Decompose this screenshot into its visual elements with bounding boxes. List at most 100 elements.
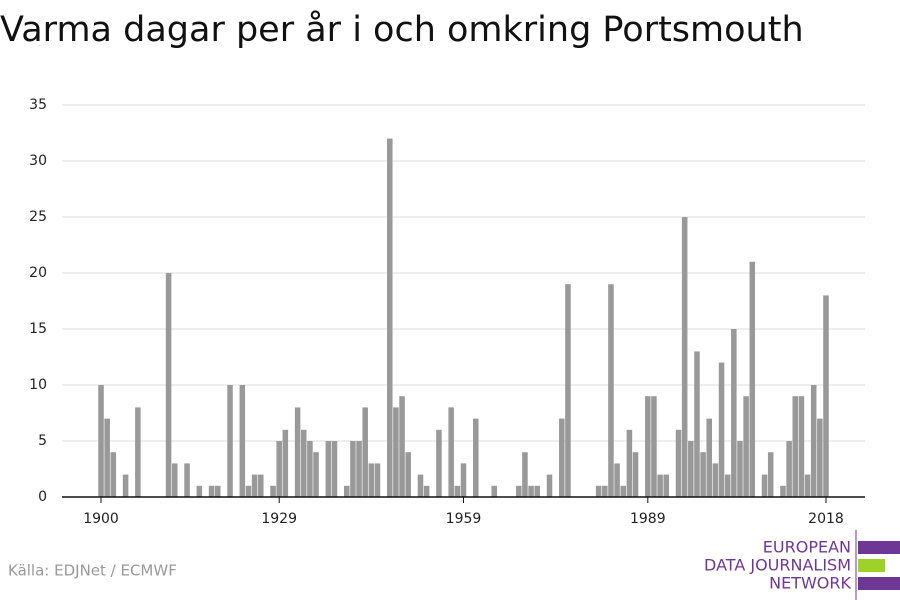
bar (196, 485, 203, 497)
bar (362, 407, 368, 497)
bar (122, 474, 129, 497)
chart-title: Varma dagar per år i och omkring Portsmo… (0, 9, 804, 50)
x-tick-label: 1989 (630, 511, 666, 527)
x-tick-label: 2018 (808, 511, 844, 527)
logo-bar (858, 577, 900, 590)
bar (657, 474, 663, 497)
bar (780, 485, 786, 497)
y-tick-label: 25 (29, 209, 47, 225)
bar (417, 474, 424, 497)
bar (767, 452, 774, 497)
x-tick-label: 1929 (261, 511, 297, 527)
bar (823, 295, 829, 497)
bar (300, 429, 307, 497)
bar (110, 452, 117, 497)
bar (276, 441, 282, 497)
x-tick-label: 1900 (83, 511, 119, 527)
source: Källa: EDJNet / ECMWF (8, 562, 177, 580)
bar (171, 463, 178, 497)
bar (804, 474, 811, 497)
bar (257, 474, 264, 497)
bar (688, 441, 694, 497)
bar (565, 284, 571, 497)
bar (282, 429, 289, 497)
bar (620, 485, 627, 497)
bar (792, 396, 799, 497)
bar (712, 463, 719, 497)
bar (165, 273, 172, 497)
bar (405, 452, 411, 497)
bar (559, 418, 565, 497)
y-tick-label: 0 (38, 489, 47, 505)
bar (761, 474, 768, 497)
bar (325, 441, 332, 497)
bar (786, 441, 792, 497)
bar (608, 284, 614, 497)
bar (491, 485, 497, 497)
bar (374, 463, 381, 497)
bar (737, 441, 743, 497)
bar (700, 452, 706, 497)
bar (614, 463, 620, 497)
bar (749, 261, 756, 497)
bar (368, 463, 375, 497)
bar (798, 396, 805, 497)
bar (516, 485, 522, 497)
y-tick-label: 10 (29, 377, 47, 393)
logo-bar (858, 541, 900, 554)
bar (436, 429, 442, 497)
bar (528, 485, 534, 497)
bar (356, 441, 362, 497)
bar (294, 407, 301, 497)
bar (393, 407, 399, 497)
bar (208, 485, 215, 497)
bar (270, 485, 276, 497)
y-tick-label: 5 (38, 433, 47, 449)
y-tick-label: 35 (29, 97, 47, 113)
y-tick-label: 15 (29, 321, 47, 337)
bar (724, 474, 731, 497)
bar (522, 452, 528, 497)
bar (626, 429, 633, 497)
bar (473, 418, 479, 497)
logo-text: NETWORK (769, 574, 851, 593)
bar (651, 396, 657, 497)
bar (239, 385, 246, 497)
bar (675, 429, 682, 497)
bar (595, 485, 602, 497)
bar (663, 474, 670, 497)
bar (454, 485, 461, 497)
bar (313, 452, 319, 497)
bar (307, 441, 313, 497)
logo-text: EUROPEAN (763, 538, 851, 557)
bar (681, 217, 688, 497)
bar (718, 362, 725, 497)
bar (448, 407, 454, 497)
bar (743, 396, 749, 497)
bar (251, 474, 258, 497)
bar (387, 138, 393, 497)
bar (706, 418, 713, 497)
logo: EUROPEAN DATA JOURNALISM NETWORK (704, 530, 900, 600)
bar (731, 329, 737, 497)
bar (98, 385, 104, 497)
bar (546, 474, 553, 497)
bar (399, 396, 405, 497)
bar (214, 485, 221, 497)
bar (645, 396, 651, 497)
y-tick-label: 20 (29, 265, 47, 281)
bar (817, 418, 823, 497)
bar (810, 385, 817, 497)
bar (227, 385, 233, 497)
x-tick-label: 1959 (446, 511, 482, 527)
bar (184, 463, 190, 497)
bar (350, 441, 356, 497)
bar (245, 485, 252, 497)
bar (331, 441, 338, 497)
bar (423, 485, 430, 497)
logo-text: DATA JOURNALISM (704, 556, 851, 575)
bar (534, 485, 540, 497)
bar (694, 351, 700, 497)
bar (104, 418, 110, 497)
